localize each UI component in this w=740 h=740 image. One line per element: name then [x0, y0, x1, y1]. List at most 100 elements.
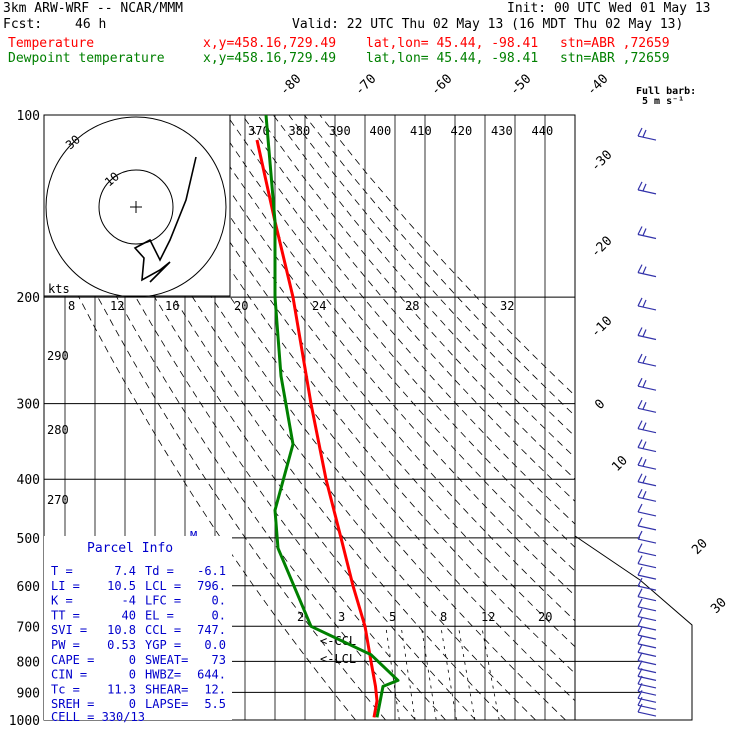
wind-barb	[637, 555, 657, 569]
wind-barb-flag	[637, 617, 643, 627]
isotherm-label: 20	[689, 536, 711, 558]
parcel-value: 644.	[197, 668, 226, 682]
wind-barb	[637, 703, 657, 717]
pressure-tick-label: 100	[17, 109, 40, 124]
dry-adiabat	[319, 115, 575, 397]
parcel-value: 0	[129, 697, 136, 711]
hodograph-ring-inner	[98, 169, 174, 245]
wind-barb-flag	[642, 441, 647, 449]
parcel-value: 12.	[204, 682, 226, 696]
wind-barb-staff	[637, 634, 657, 640]
parcel-value: -6.1	[197, 564, 226, 578]
wind-barb-staff	[637, 428, 657, 434]
wind-barb	[637, 577, 657, 591]
wind-barb-staff	[637, 596, 657, 602]
hodograph-axis-label: 12	[110, 299, 124, 313]
wind-barb	[637, 473, 657, 487]
isotherm-label: -30	[588, 148, 615, 175]
wind-barb-flag	[637, 608, 643, 617]
wind-barbs	[637, 127, 657, 717]
hodograph-trace	[133, 156, 197, 283]
dry-adiabat	[210, 115, 575, 548]
barb-legend-line2: 5 m s⁻¹	[642, 96, 684, 107]
dry-adiabat	[55, 115, 476, 720]
hodograph-axis-label: 28	[405, 299, 419, 313]
parcel-value: 0	[129, 653, 136, 667]
wind-barb	[637, 226, 657, 240]
theta-label: 400	[370, 124, 392, 138]
isotherm-label: -10	[588, 314, 615, 341]
dry-adiabat	[86, 115, 536, 720]
dry-adiabat	[44, 121, 446, 720]
wind-barb	[637, 530, 657, 544]
lcl-marker: <-LCL	[320, 652, 356, 666]
theta-left-label: 290	[47, 349, 69, 363]
wind-barb-flag	[637, 682, 643, 692]
wind-barb-staff	[637, 551, 657, 557]
field-dewpoint-latlon: lat,lon= 45.44, -98.41	[366, 51, 539, 66]
dry-adiabat	[303, 115, 575, 417]
profile-temperature	[255, 139, 379, 718]
wind-barb	[637, 489, 657, 502]
wind-barb-flag	[637, 626, 643, 636]
wind-barb-staff	[637, 407, 657, 413]
parcel-label: Tc =	[51, 682, 80, 696]
wind-barb-flag	[642, 475, 647, 483]
dry-adiabat	[226, 115, 575, 525]
theta-label: 440	[532, 124, 554, 138]
wind-barb	[637, 327, 657, 341]
parcel-value: 796.	[197, 579, 226, 593]
wind-barb-flag	[642, 355, 647, 364]
parcel-label: LFC =	[145, 594, 181, 608]
wind-barb-flag	[637, 181, 643, 191]
parcel-label: LCL =	[145, 579, 181, 593]
wind-barb-staff	[637, 446, 657, 453]
wind-barb-staff	[637, 625, 657, 631]
model-title: 3km ARW-WRF -- NCAR/MMM	[3, 1, 184, 16]
parcel-label: PW =	[51, 638, 80, 652]
wind-barb-flag	[642, 129, 647, 138]
wind-barb	[637, 456, 657, 470]
isotherm-label: -70	[352, 72, 379, 99]
wind-barb	[637, 543, 657, 557]
parcel-value: 7.4	[114, 564, 136, 578]
pressure-tick-label: 900	[17, 686, 40, 701]
wind-barb-staff	[637, 711, 657, 717]
wind-barb-flag	[642, 183, 647, 192]
wind-barb-flag	[637, 577, 643, 587]
wind-barb-staff	[637, 616, 657, 622]
wind-barb-flag	[637, 226, 643, 235]
wind-barb-flag	[637, 297, 643, 307]
wind-barb-flag	[637, 530, 643, 540]
wind-barb	[637, 617, 657, 631]
wind-barb-flag	[642, 491, 647, 499]
parcel-label: CCL =	[145, 623, 181, 637]
pressure-tick-label: 200	[17, 291, 40, 306]
wind-barb-flag	[637, 675, 643, 685]
wind-barb	[637, 420, 657, 434]
parcel-label: SREH =	[51, 697, 94, 711]
wind-barb-flag	[637, 690, 643, 699]
wind-barb	[637, 635, 657, 649]
mixing-ratio-label: 3	[338, 610, 345, 624]
dry-adiabat	[179, 115, 575, 597]
parcel-value: -4	[122, 594, 136, 608]
barb-legend-line1: Full barb:	[636, 86, 696, 97]
mixing-ratio-label: 2	[297, 610, 304, 624]
hodograph-axis-label: 32	[500, 299, 514, 313]
field-temperature-name: Temperature	[8, 36, 95, 51]
parcel-value: 0.	[212, 608, 226, 622]
wind-barb-staff	[637, 189, 657, 195]
theta-label: 410	[410, 124, 432, 138]
valid-time: Valid: 22 UTC Thu 02 May 13 (16 MDT Thu …	[292, 17, 684, 32]
wind-barb	[637, 264, 657, 278]
wind-barb-flag	[637, 420, 643, 429]
parcel-label: SVI =	[51, 623, 87, 637]
wind-barb-staff	[637, 538, 657, 544]
wind-barb	[637, 517, 657, 531]
wind-barb-flag	[642, 329, 647, 337]
field-temperature-stn: stn=ABR ,72659	[560, 36, 670, 51]
wind-barb-staff	[637, 525, 657, 531]
wind-barb-staff	[637, 305, 657, 311]
